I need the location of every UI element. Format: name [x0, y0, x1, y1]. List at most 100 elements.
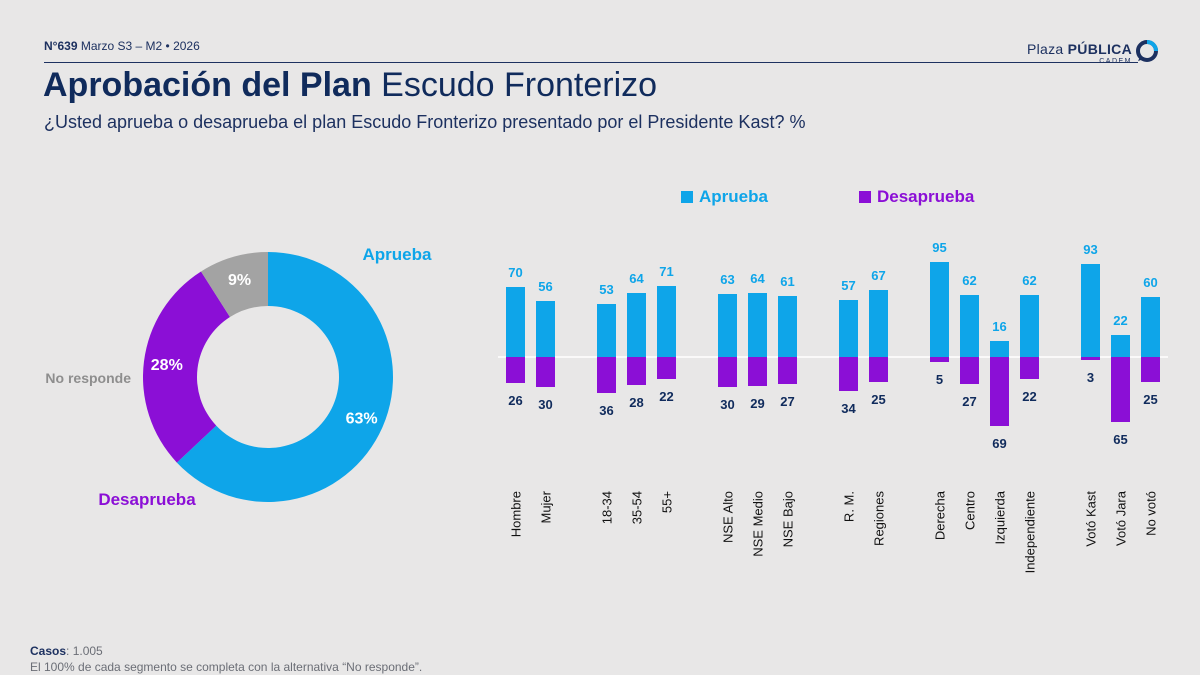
category-label-nse-medio: NSE Medio	[751, 491, 766, 557]
value-aprueba-voto-kast: 93	[1083, 242, 1097, 257]
category-label-18-34: 18-34	[600, 491, 615, 524]
value-desaprueba-centro: 27	[962, 394, 976, 409]
value-aprueba-regiones: 67	[871, 268, 885, 283]
value-desaprueba-hombre: 26	[508, 393, 522, 408]
bar-desaprueba-independiente	[1020, 357, 1039, 379]
value-desaprueba-55: 22	[659, 389, 673, 404]
donut-chart: 63% Aprueba 28% Desaprueba 9% No responde	[45, 245, 433, 509]
footer: Casos: 1.005 El 100% de cada segmento se…	[30, 643, 422, 675]
value-desaprueba-nse-bajo: 27	[780, 394, 794, 409]
legend-swatch-desaprueba	[859, 191, 871, 203]
value-aprueba-r-m: 57	[841, 278, 855, 293]
bar-desaprueba-izquierda	[990, 357, 1009, 426]
value-aprueba-mujer: 56	[538, 279, 552, 294]
bar-aprueba-r-m	[839, 300, 858, 357]
bar-desaprueba-18-34	[597, 357, 616, 393]
donut-value-no-responde: 9%	[228, 272, 251, 289]
logo-cadem-text: CADEM	[1027, 58, 1132, 65]
value-aprueba-voto-jara: 22	[1113, 313, 1127, 328]
value-aprueba-55: 71	[659, 264, 673, 279]
speech-bubble-icon	[1136, 40, 1158, 67]
value-aprueba-centro: 62	[962, 273, 976, 288]
logo-publica-text: PÚBLICA	[1067, 41, 1132, 57]
category-label-regiones: Regiones	[872, 491, 887, 546]
cases-label: Casos	[30, 644, 67, 658]
category-label-voto-kast: Votó Kast	[1084, 491, 1099, 547]
donut-label-desaprueba: Desaprueba	[98, 490, 196, 509]
bar-aprueba-mujer	[536, 301, 555, 357]
category-label-nse-alto: NSE Alto	[721, 491, 736, 543]
value-desaprueba-voto-kast: 3	[1087, 370, 1094, 385]
bar-desaprueba-no-voto	[1141, 357, 1160, 382]
donut-value-desaprueba: 28%	[151, 357, 183, 374]
bar-desaprueba-55	[657, 357, 676, 379]
value-desaprueba-nse-alto: 30	[720, 397, 734, 412]
category-label-derecha: Derecha	[933, 490, 948, 540]
value-desaprueba-35-54: 28	[629, 395, 643, 410]
bar-aprueba-centro	[960, 295, 979, 357]
bar-aprueba-35-54	[627, 293, 646, 357]
donut-slice-no-responde	[201, 252, 268, 318]
donut-label-no-responde: No responde	[45, 370, 131, 386]
value-aprueba-nse-alto: 63	[720, 272, 734, 287]
value-desaprueba-voto-jara: 65	[1113, 432, 1127, 447]
bar-aprueba-izquierda	[990, 341, 1009, 357]
cases-value: : 1.005	[66, 644, 103, 658]
value-aprueba-35-54: 64	[629, 271, 644, 286]
category-label-mujer: Mujer	[539, 490, 554, 523]
bar-aprueba-regiones	[869, 290, 888, 357]
legend-label-desaprueba: Desaprueba	[877, 187, 975, 206]
footer-note: El 100% de cada segmento se completa con…	[30, 660, 423, 674]
header-divider	[44, 62, 1138, 63]
page-title: Aprobación del Plan Escudo Fronterizo	[43, 66, 657, 105]
value-aprueba-izquierda: 16	[992, 319, 1006, 334]
bar-desaprueba-nse-alto	[718, 357, 737, 387]
bar-desaprueba-35-54	[627, 357, 646, 385]
bar-desaprueba-voto-kast	[1081, 357, 1100, 360]
value-aprueba-nse-bajo: 61	[780, 274, 794, 289]
category-label-hombre: Hombre	[509, 491, 524, 537]
category-label-centro: Centro	[963, 491, 978, 530]
plaza-publica-logo: Plaza PÚBLICA CADEM	[1027, 40, 1158, 67]
value-desaprueba-independiente: 22	[1022, 389, 1036, 404]
value-desaprueba-no-voto: 25	[1143, 392, 1157, 407]
bar-aprueba-18-34	[597, 304, 616, 357]
bar-desaprueba-r-m	[839, 357, 858, 391]
category-label-r-m: R. M.	[842, 491, 857, 522]
category-label-independiente: Independiente	[1023, 491, 1038, 573]
bar-aprueba-derecha	[930, 262, 949, 357]
bar-desaprueba-derecha	[930, 357, 949, 362]
value-desaprueba-r-m: 34	[841, 401, 856, 416]
category-label-55: 55+	[660, 491, 675, 513]
title-bold: Aprobación del Plan	[43, 66, 372, 104]
category-label-35-54: 35-54	[630, 491, 645, 524]
bar-aprueba-nse-alto	[718, 294, 737, 357]
bar-aprueba-independiente	[1020, 295, 1039, 357]
bar-chart: Aprueba Desaprueba7026Hombre5630Mujer5336…	[498, 187, 1168, 573]
category-label-nse-bajo: NSE Bajo	[781, 491, 796, 547]
value-desaprueba-18-34: 36	[599, 403, 613, 418]
donut-value-aprueba: 63%	[346, 411, 378, 428]
issue-date: Marzo S3 – M2 • 2026	[80, 39, 200, 53]
value-aprueba-derecha: 95	[932, 240, 946, 255]
value-desaprueba-derecha: 5	[936, 372, 943, 387]
value-desaprueba-regiones: 25	[871, 392, 885, 407]
legend-label-aprueba: Aprueba	[699, 187, 769, 206]
value-desaprueba-izquierda: 69	[992, 436, 1006, 451]
bar-aprueba-hombre	[506, 287, 525, 357]
bar-aprueba-voto-kast	[1081, 264, 1100, 357]
bar-aprueba-no-voto	[1141, 297, 1160, 357]
bar-desaprueba-centro	[960, 357, 979, 384]
logo-plaza-text: Plaza	[1026, 41, 1064, 57]
survey-question: ¿Usted aprueba o desaprueba el plan Escu…	[44, 112, 806, 132]
bar-aprueba-nse-medio	[748, 293, 767, 357]
value-aprueba-nse-medio: 64	[750, 271, 765, 286]
bar-desaprueba-voto-jara	[1111, 357, 1130, 422]
category-label-voto-jara: Votó Jara	[1114, 490, 1129, 546]
donut-slice-desaprueba	[143, 271, 230, 463]
category-label-izquierda: Izquierda	[993, 490, 1008, 544]
bar-desaprueba-mujer	[536, 357, 555, 387]
donut-slice-aprueba	[176, 252, 393, 502]
donut-label-aprueba: Aprueba	[363, 245, 433, 264]
bar-aprueba-voto-jara	[1111, 335, 1130, 357]
